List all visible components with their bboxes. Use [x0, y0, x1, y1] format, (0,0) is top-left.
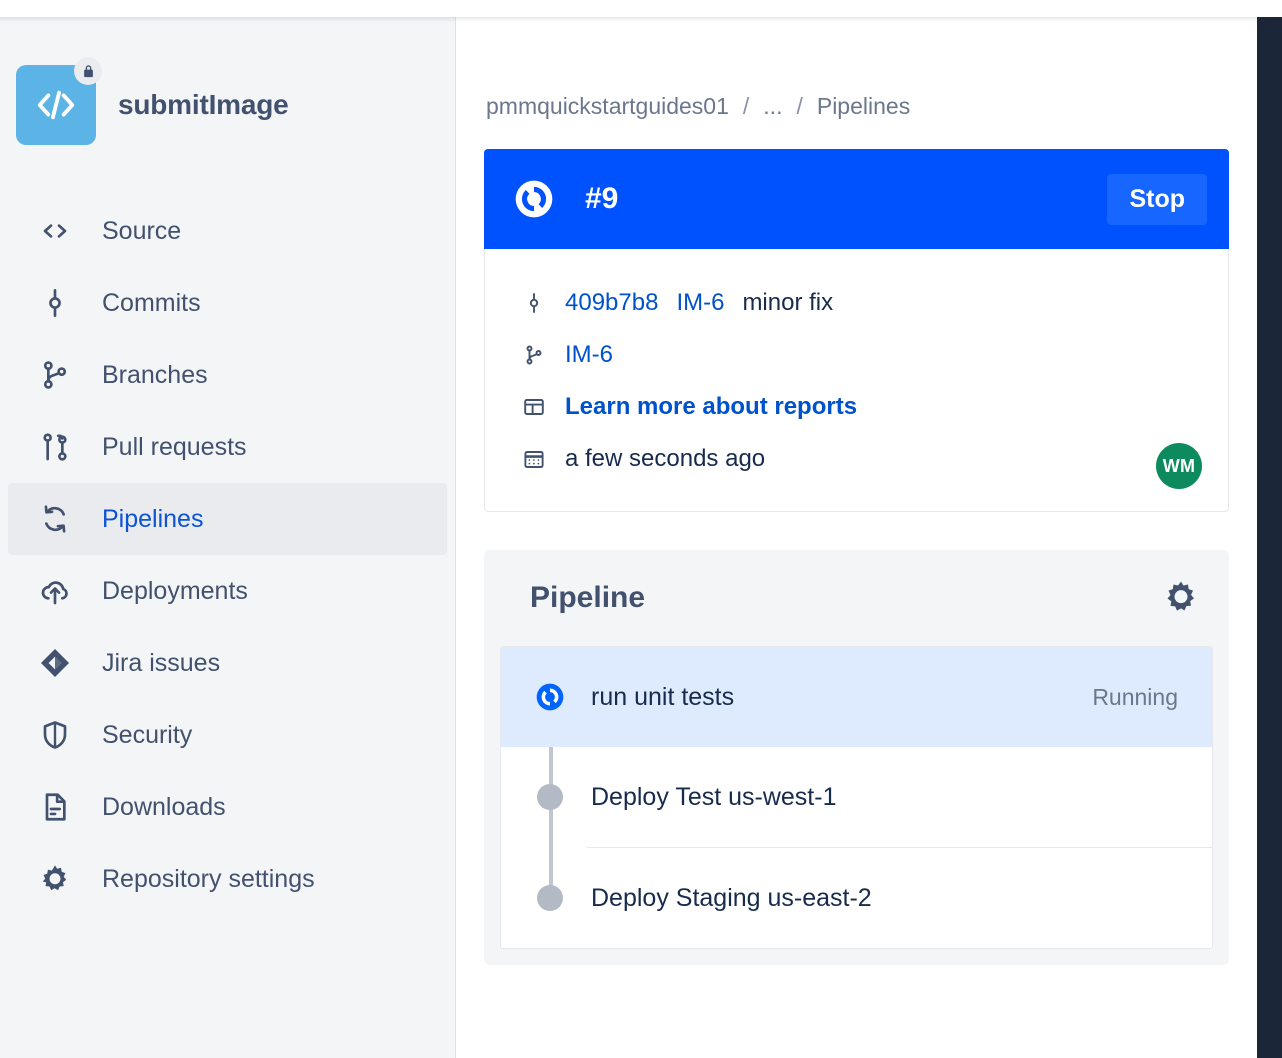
breadcrumb-workspace[interactable]: pmmquickstartguides01: [486, 93, 729, 119]
pipeline-card-header: Pipeline: [484, 550, 1229, 646]
pipeline-step-name: run unit tests: [591, 682, 735, 711]
pull-request-icon: [38, 430, 72, 464]
pipeline-steps-card: Pipeline: [484, 550, 1229, 965]
commit-hash-link[interactable]: 409b7b8: [565, 289, 659, 316]
pending-dot-icon: [533, 881, 567, 915]
repository-name: submitImage: [118, 89, 289, 120]
sidebar-item-label: Jira issues: [102, 648, 221, 677]
pipeline-step-status: Running: [1092, 683, 1178, 710]
commit-message: minor fix: [742, 289, 834, 316]
pending-dot-icon: [533, 780, 567, 814]
pipeline-step-row[interactable]: Deploy Staging us-east-2: [501, 848, 1212, 948]
file-icon: [38, 790, 72, 824]
pipeline-status-banner: #9 Stop: [484, 149, 1229, 249]
sidebar-item-label: Deployments: [102, 576, 248, 605]
breadcrumb: pmmquickstartguides01 / ... / Pipelines: [457, 17, 1257, 120]
sidebar-item-pipelines[interactable]: Pipelines: [8, 483, 447, 555]
pipeline-step-name: Deploy Staging us-east-2: [591, 883, 872, 912]
gear-icon: [1167, 581, 1194, 611]
sidebar-item-label: Security: [102, 720, 193, 749]
breadcrumb-current: Pipelines: [816, 93, 911, 119]
branch-icon: [38, 358, 72, 392]
pipeline-title: Pipeline: [530, 581, 646, 614]
commit-row: 409b7b8 IM-6 minor fix: [521, 277, 1204, 329]
deployments-icon: [38, 574, 72, 608]
repository-header[interactable]: submitImage: [0, 17, 455, 145]
shield-icon: [38, 718, 72, 752]
sidebar-item-label: Branches: [102, 360, 208, 389]
in-progress-icon: [533, 680, 567, 714]
breadcrumb-ellipsis[interactable]: ...: [763, 93, 783, 119]
pipeline-steps-list: run unit tests Running Deploy Test us-we…: [500, 646, 1213, 949]
commit-issue-link[interactable]: IM-6: [676, 289, 725, 316]
sidebar-item-label: Commits: [102, 288, 201, 317]
code-brackets-icon: [37, 90, 75, 120]
in-progress-icon: [512, 177, 556, 221]
jira-icon: [38, 646, 72, 680]
branch-name-link[interactable]: IM-6: [565, 341, 613, 368]
sidebar-item-label: Downloads: [102, 792, 226, 821]
timestamp-text: a few seconds ago: [565, 445, 766, 472]
sidebar-item-branches[interactable]: Branches: [8, 339, 447, 411]
pipeline-step-row[interactable]: Deploy Test us-west-1: [501, 747, 1212, 847]
right-side-rail: [1257, 17, 1282, 1058]
sidebar-item-commits[interactable]: Commits: [8, 267, 447, 339]
lock-badge: [74, 57, 102, 85]
sidebar-item-security[interactable]: Security: [8, 699, 447, 771]
gear-icon: [38, 862, 72, 896]
sidebar-item-repository-settings[interactable]: Repository settings: [8, 843, 447, 915]
repository-sidebar: submitImage Source Commits: [0, 17, 456, 1058]
sidebar-item-label: Pull requests: [102, 432, 247, 461]
sidebar-item-deployments[interactable]: Deployments: [8, 555, 447, 627]
step-divider: [587, 847, 1212, 848]
top-chrome-bar: [0, 0, 1282, 17]
sidebar-nav: Source Commits Branches: [0, 195, 455, 915]
pipeline-settings-button[interactable]: [1159, 576, 1203, 620]
commit-icon: [521, 290, 547, 316]
commit-icon: [38, 286, 72, 320]
commit-info-card: 409b7b8 IM-6 minor fix IM-6: [484, 249, 1229, 512]
pipeline-step-name: Deploy Test us-west-1: [591, 782, 837, 811]
report-icon: [521, 394, 547, 420]
avatar[interactable]: WM: [1156, 443, 1202, 489]
stop-button[interactable]: Stop: [1107, 173, 1207, 225]
pipeline-icon: [38, 502, 72, 536]
sidebar-item-jira-issues[interactable]: Jira issues: [8, 627, 447, 699]
sidebar-item-label: Repository settings: [102, 864, 315, 893]
reports-row: Learn more about reports: [521, 381, 1204, 433]
repository-avatar-wrapper: [16, 57, 102, 145]
timestamp-row: a few seconds ago: [521, 433, 1204, 485]
learn-more-reports-link[interactable]: Learn more about reports: [565, 393, 858, 420]
code-brackets-icon: [38, 214, 72, 248]
main-content: pmmquickstartguides01 / ... / Pipelines …: [457, 17, 1257, 1058]
sidebar-item-pull-requests[interactable]: Pull requests: [8, 411, 447, 483]
sidebar-item-label: Pipelines: [102, 504, 204, 533]
pipeline-step-row[interactable]: run unit tests Running: [501, 647, 1212, 747]
calendar-icon: [521, 446, 547, 472]
pipeline-number: #9: [585, 182, 619, 215]
breadcrumb-separator: /: [742, 93, 750, 119]
breadcrumb-separator: /: [796, 93, 803, 119]
sidebar-item-downloads[interactable]: Downloads: [8, 771, 447, 843]
sidebar-item-label: Source: [102, 216, 182, 245]
lock-icon: [83, 64, 93, 77]
branch-icon: [521, 342, 547, 368]
branch-row: IM-6: [521, 329, 1204, 381]
sidebar-item-source[interactable]: Source: [8, 195, 447, 267]
